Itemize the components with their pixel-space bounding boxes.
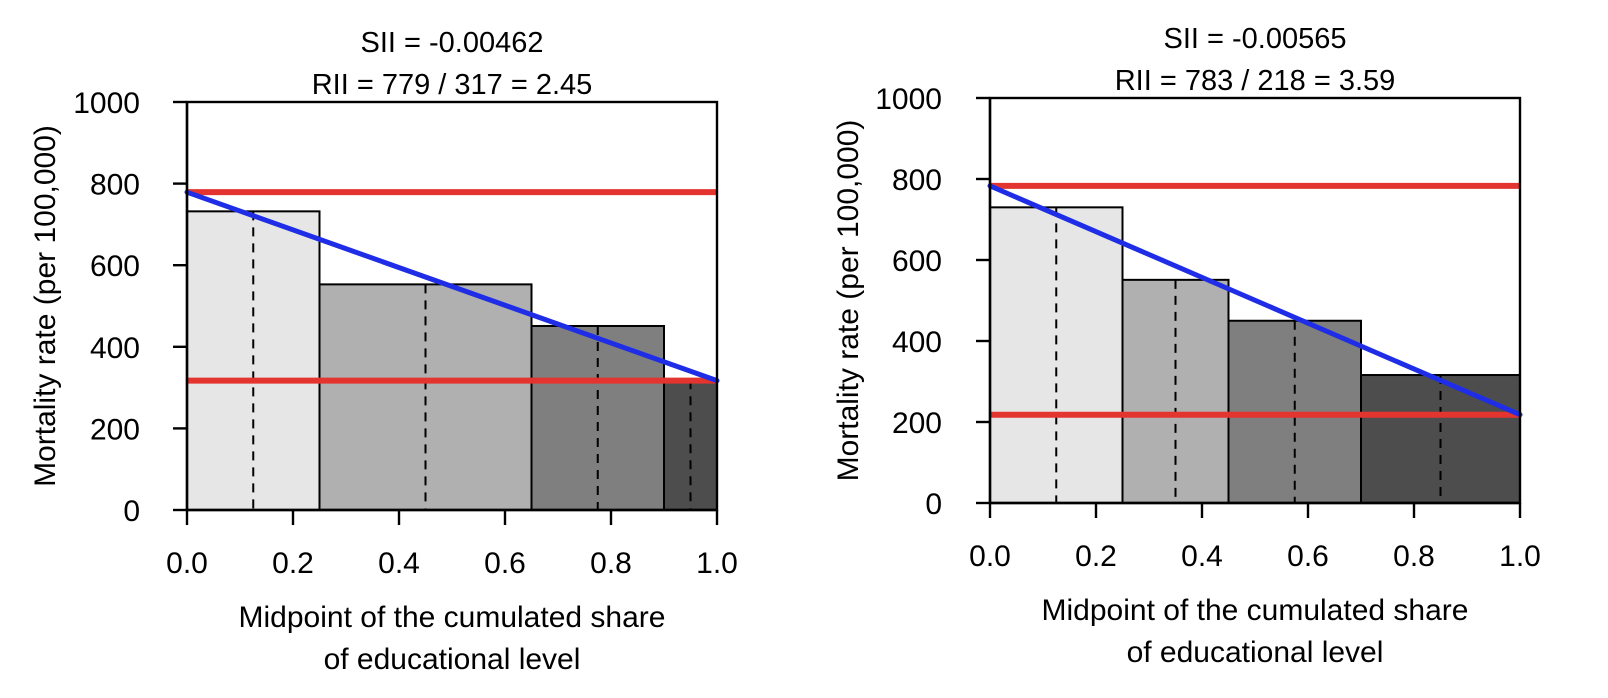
y-tick-label-5: 1000 xyxy=(875,83,942,116)
x-tick-label-0: 0.0 xyxy=(969,540,1011,573)
x-axis-label-line-2: of educational level xyxy=(1127,636,1384,669)
chart-panel-right: 0 200 400 600 800 1000 0.0 0.2 0.4 0.6 0.8 1.0 SII =… xyxy=(832,23,1541,669)
y-tick-label-3: 600 xyxy=(892,245,942,278)
chart-title-line-1: SII = -0.00565 xyxy=(1164,23,1347,55)
x-axis-label-line-1: Midpoint of the cumulated share xyxy=(1042,594,1469,627)
y-tick-label-2: 400 xyxy=(90,332,140,365)
x-tick-label-2: 0.4 xyxy=(378,547,420,580)
x-tick-label-5: 1.0 xyxy=(1499,540,1541,573)
chart-title-line-2: RII = 779 / 317 = 2.45 xyxy=(312,69,593,101)
y-tick-label-3: 600 xyxy=(90,250,140,283)
y-tick-label-0: 0 xyxy=(123,495,140,528)
x-tick-label-5: 1.0 xyxy=(696,547,738,580)
y-tick-label-0: 0 xyxy=(925,488,942,521)
x-tick-label-0: 0.0 xyxy=(166,547,208,580)
x-tick-label-4: 0.8 xyxy=(590,547,632,580)
chart-title-line-2: RII = 783 / 218 = 3.59 xyxy=(1115,65,1396,97)
x-axis-label-line-2: of educational level xyxy=(324,643,581,676)
regression-line xyxy=(184,189,720,384)
y-axis-label: Mortality rate (per 100,000) xyxy=(29,125,62,487)
y-axis-label: Mortality rate (per 100,000) xyxy=(832,120,865,482)
x-tick-label-3: 0.6 xyxy=(484,547,526,580)
y-tick-label-4: 800 xyxy=(90,169,140,202)
x-tick-label-3: 0.6 xyxy=(1287,540,1329,573)
chart-panel-left: 0 200 400 600 800 1000 0.0 0.2 0.4 0.6 0.8 1.0 SII =… xyxy=(29,27,738,676)
x-tick-label-1: 0.2 xyxy=(1075,540,1117,573)
x-axis-label-line-1: Midpoint of the cumulated share xyxy=(239,601,666,634)
y-tick-label-1: 200 xyxy=(90,413,140,446)
x-tick-label-4: 0.8 xyxy=(1393,540,1435,573)
y-tick-label-1: 200 xyxy=(892,407,942,440)
y-tick-label-2: 400 xyxy=(892,326,942,359)
x-tick-label-1: 0.2 xyxy=(272,547,314,580)
chart-title-line-1: SII = -0.00462 xyxy=(361,27,544,59)
x-tick-label-2: 0.4 xyxy=(1181,540,1223,573)
y-tick-label-5: 1000 xyxy=(73,87,140,120)
regression-line xyxy=(987,183,1523,418)
y-tick-label-4: 800 xyxy=(892,164,942,197)
